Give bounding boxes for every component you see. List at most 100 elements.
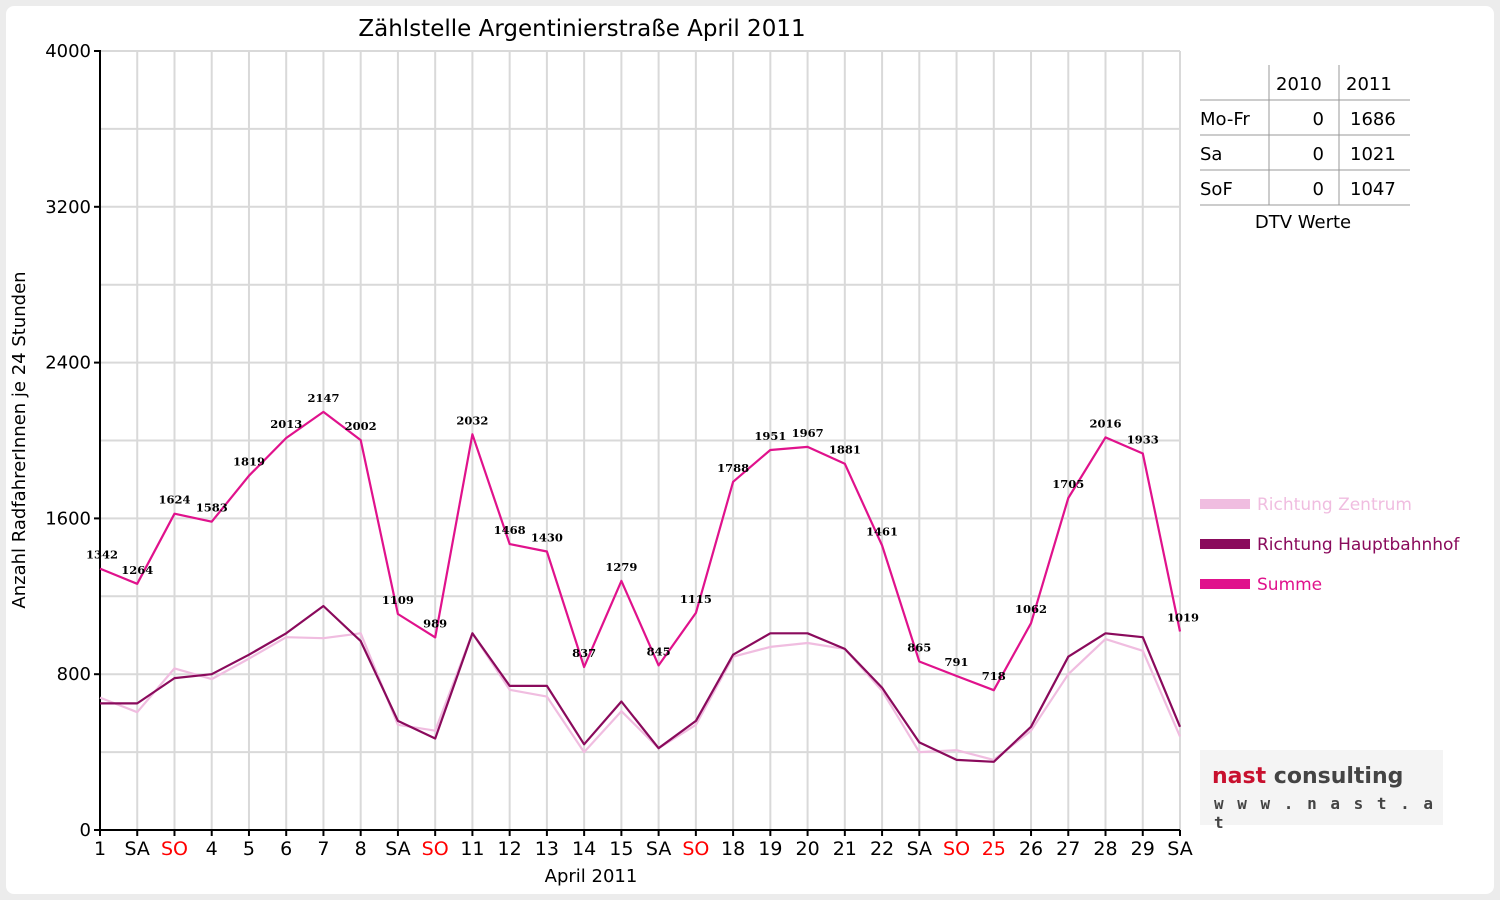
x-tick-label: 8 <box>355 838 367 860</box>
data-label: 1461 <box>866 524 898 538</box>
x-tick-label: SA <box>1167 838 1192 860</box>
y-axis-ticks: 0 800 1600 2400 3200 4000 <box>45 41 100 841</box>
logo-brand: nast consulting <box>1212 764 1403 789</box>
y-tick-label: 3200 <box>45 197 91 218</box>
data-label: 989 <box>423 616 447 630</box>
x-tick-label: 25 <box>982 838 1006 860</box>
table-cell-2011: 1047 <box>1350 179 1396 200</box>
data-label: 791 <box>945 655 969 669</box>
data-label: 1624 <box>158 493 190 507</box>
data-label: 865 <box>907 641 931 655</box>
legend-label-3: Summe <box>1257 575 1322 595</box>
table-cell-2010: 0 <box>1313 109 1324 130</box>
data-label: 1705 <box>1052 477 1084 491</box>
x-tick-label: 11 <box>460 838 484 860</box>
data-label: 2016 <box>1090 416 1122 430</box>
y-axis-label: Anzahl RadfahrerInnen je 24 Stunden <box>9 271 30 608</box>
data-label: 2147 <box>307 391 339 405</box>
table-cell-2010: 0 <box>1313 179 1324 200</box>
x-tick-label: SO <box>943 838 970 860</box>
x-axis-label: April 2011 <box>545 866 638 887</box>
legend-swatch-3 <box>1200 579 1250 589</box>
x-tick-label: 28 <box>1093 838 1117 860</box>
table-cell-2011: 1686 <box>1350 109 1396 130</box>
table-row-label: Mo-Fr <box>1200 109 1250 130</box>
data-label: 2013 <box>270 417 302 431</box>
data-label: 1967 <box>792 426 824 440</box>
data-label: 718 <box>982 669 1006 683</box>
table-row-label: SoF <box>1200 179 1233 200</box>
series-line-1 <box>99 632 1182 762</box>
x-tick-label: SA <box>646 838 671 860</box>
legend-swatch-1 <box>1200 499 1250 509</box>
data-label: 1951 <box>754 429 786 443</box>
data-label: 1468 <box>494 523 526 537</box>
x-tick-label: 26 <box>1019 838 1043 860</box>
table-cell-2010: 0 <box>1313 144 1324 165</box>
chart-title: Zählstelle Argentinierstraße April 2011 <box>358 16 805 42</box>
data-label: 1109 <box>382 593 414 607</box>
series-group <box>99 410 1182 763</box>
legend-label-2: Richtung Hauptbahnhof <box>1257 535 1460 555</box>
logo-brand-a: nast <box>1212 764 1267 789</box>
legend: Richtung Zentrum Richtung Hauptbahnhof Sum… <box>1200 495 1460 595</box>
data-label: 1279 <box>605 560 637 574</box>
series-line-3 <box>99 410 1182 692</box>
legend-label-1: Richtung Zentrum <box>1257 495 1412 515</box>
x-tick-label: 12 <box>498 838 522 860</box>
table-cell-2011: 1021 <box>1350 144 1396 165</box>
x-tick-label: SO <box>422 838 449 860</box>
data-label: 1788 <box>717 461 749 475</box>
data-label: 1019 <box>1167 611 1199 625</box>
data-label: 845 <box>647 644 671 658</box>
x-tick-label: 4 <box>206 838 218 860</box>
x-tick-label: SA <box>385 838 410 860</box>
nast-consulting-logo: nast consulting w w w . n a s t . a t <box>1200 750 1443 832</box>
series-line-2 <box>100 604 1182 763</box>
data-label: 2032 <box>456 413 488 427</box>
data-label: 1430 <box>531 531 563 545</box>
data-label: 837 <box>572 646 596 660</box>
data-label: 1819 <box>233 455 265 469</box>
grid <box>99 50 1181 831</box>
data-label: 1933 <box>1127 433 1159 447</box>
data-label: 2002 <box>345 419 377 433</box>
x-tick-label: 14 <box>572 838 596 860</box>
x-tick-label: SO <box>682 838 709 860</box>
y-tick-label: 2400 <box>45 353 91 374</box>
data-label: 1342 <box>86 548 118 562</box>
x-axis-ticks: 1 SA SO 4 5 6 7 8 SA SO 11 12 13 14 15 SA SO 18 19 20 21 22 SA… <box>94 830 1193 860</box>
logo-url: w w w . n a s t . a t <box>1214 794 1436 832</box>
x-tick-label: 21 <box>833 838 857 860</box>
x-tick-label: SO <box>161 838 188 860</box>
table-header-2011: 2011 <box>1346 74 1392 95</box>
data-label: 1115 <box>680 592 712 606</box>
y-tick-label: 800 <box>57 664 91 685</box>
x-tick-label: 18 <box>721 838 745 860</box>
table-caption: DTV Werte <box>1255 212 1351 233</box>
y-tick-label: 0 <box>80 820 91 841</box>
x-tick-label: 6 <box>280 838 292 860</box>
x-tick-label: SA <box>125 838 150 860</box>
data-label: 1264 <box>121 563 153 577</box>
axes <box>99 50 1180 831</box>
x-tick-label: SA <box>907 838 932 860</box>
x-tick-label: 19 <box>758 838 782 860</box>
y-tick-label: 4000 <box>45 41 91 62</box>
table-header-2010: 2010 <box>1276 74 1322 95</box>
data-label: 1881 <box>829 443 861 457</box>
chart-frame <box>6 6 1494 894</box>
x-tick-label: 15 <box>609 838 633 860</box>
x-tick-label: 20 <box>795 838 819 860</box>
y-tick-label: 1600 <box>45 508 91 529</box>
legend-swatch-2 <box>1200 539 1250 549</box>
dtv-table: 2010 2011 Mo-Fr 0 1686 Sa 0 1021 SoF 0 1047 DTV Wer… <box>1200 65 1410 233</box>
x-tick-label: 7 <box>317 838 329 860</box>
logo-brand-b: consulting <box>1273 764 1404 789</box>
data-label: 1583 <box>196 501 228 515</box>
x-tick-label: 13 <box>535 838 559 860</box>
data-label: 1062 <box>1015 602 1047 616</box>
x-tick-label: 27 <box>1056 838 1080 860</box>
